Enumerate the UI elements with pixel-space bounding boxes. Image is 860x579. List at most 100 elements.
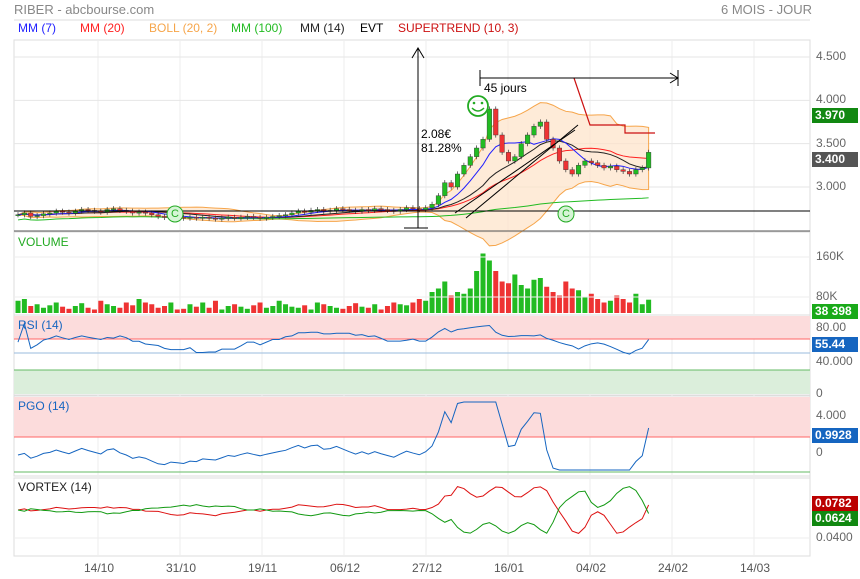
volume-bar — [397, 304, 403, 313]
volume-bar — [384, 306, 390, 313]
candle — [525, 134, 531, 144]
volume-bar — [283, 304, 289, 313]
x-tick-label: 27/12 — [412, 561, 443, 575]
current-volume-label: 38 398 — [812, 304, 858, 319]
volume-bar — [168, 302, 174, 313]
smiley-mouth — [471, 107, 485, 112]
volume-bar — [410, 302, 416, 313]
candle — [384, 209, 390, 211]
volume-bar — [372, 304, 378, 313]
pgo-line — [17, 401, 650, 471]
candle — [85, 209, 91, 211]
rsi-overbought-zone — [14, 316, 810, 339]
arrow-head — [669, 72, 679, 84]
candle — [142, 211, 148, 214]
volume-bar — [620, 299, 626, 313]
volume-bar — [270, 306, 276, 313]
volume-bar — [232, 304, 238, 313]
candle — [212, 218, 218, 220]
candle — [340, 208, 346, 210]
mm100-line — [17, 197, 649, 221]
volume-bar — [569, 288, 575, 313]
candle — [404, 207, 410, 210]
volume-bar — [334, 307, 339, 313]
vortex-panel-title: VORTEX (14) — [18, 480, 92, 494]
candle — [257, 217, 263, 219]
candle — [569, 169, 575, 175]
volume-panel-title: VOLUME — [18, 235, 69, 249]
volume-bar — [448, 295, 454, 313]
smiley-eye — [472, 101, 476, 105]
volume-bar — [155, 307, 161, 313]
candle — [314, 209, 320, 211]
volume-bar — [474, 271, 480, 313]
volume-bar — [588, 293, 594, 313]
candle — [435, 195, 441, 205]
volume-bar — [525, 288, 531, 313]
volume-bar — [15, 300, 21, 313]
volume-bar — [582, 297, 588, 313]
candle — [582, 160, 588, 166]
volume-bar — [423, 300, 429, 313]
volume-bar — [544, 286, 550, 313]
volume-bar — [416, 299, 422, 313]
variation-value: 2.08€ — [421, 127, 452, 141]
candle — [537, 121, 543, 127]
candle — [334, 208, 340, 211]
candle — [263, 217, 269, 219]
volume-bar — [117, 307, 123, 313]
volume-bar — [238, 306, 244, 313]
volume-bar — [136, 299, 142, 313]
volume-bar — [225, 306, 231, 313]
volume-bar — [40, 307, 46, 313]
volume-bar — [149, 304, 155, 313]
volume-bar — [639, 304, 645, 313]
candle — [563, 160, 569, 170]
volume-bar — [359, 306, 365, 313]
candle — [162, 216, 168, 218]
candle — [193, 217, 199, 219]
candle — [149, 212, 155, 215]
candle — [493, 108, 499, 136]
volume-bar — [219, 309, 225, 313]
volume-bar — [47, 305, 53, 313]
volume-bar — [627, 302, 633, 313]
volume-bar — [480, 253, 486, 313]
candle — [588, 160, 594, 163]
candle — [155, 214, 161, 217]
volume-bar — [633, 293, 639, 313]
volume-bar — [614, 295, 620, 313]
candle — [66, 211, 72, 214]
rsi-tick-label: 0 — [816, 386, 823, 400]
candle — [270, 216, 276, 218]
volume-tick-label: 160K — [816, 249, 845, 263]
legend-item: SUPERTREND (10, 3) — [398, 21, 519, 35]
panel-frame — [13, 477, 811, 557]
pgo-tick-label: 4.000 — [816, 408, 847, 422]
volume-bar — [142, 302, 148, 313]
volume-bar — [85, 307, 91, 313]
candle — [289, 212, 295, 215]
volume-bar — [576, 290, 582, 313]
rsi-panel-title: RSI (14) — [18, 318, 63, 332]
volume-bar — [518, 285, 524, 313]
vortex-minus-label: 0.0624 — [812, 511, 858, 526]
candle — [455, 173, 461, 188]
current-pgo-label: 0.9928 — [812, 428, 858, 443]
candle — [410, 207, 416, 210]
volume-bar — [244, 308, 250, 313]
candle — [531, 126, 537, 136]
volume-bar — [314, 302, 320, 313]
candle — [486, 108, 492, 140]
candle — [518, 143, 524, 157]
volume-bar — [53, 302, 59, 313]
volume-bar — [340, 308, 346, 313]
volume-bar — [550, 292, 556, 313]
price-tick-label: 4.500 — [816, 49, 847, 63]
candle — [200, 217, 206, 219]
candle — [47, 212, 53, 215]
volume-bar — [429, 292, 435, 313]
volume-bar — [79, 303, 85, 313]
price-tick-label: 4.000 — [816, 92, 847, 107]
